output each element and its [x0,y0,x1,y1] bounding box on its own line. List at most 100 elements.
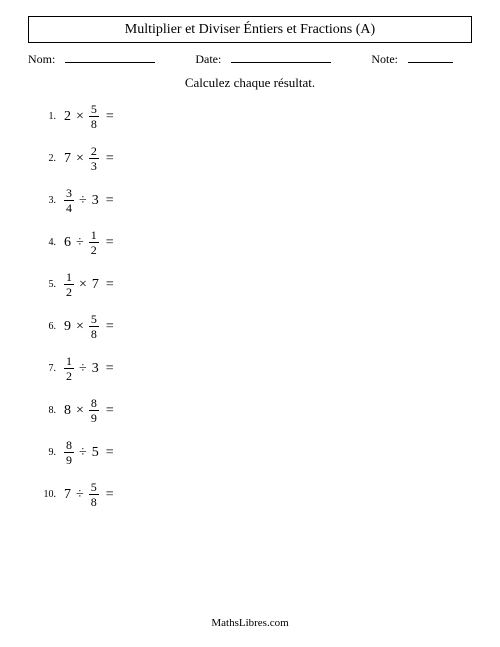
worksheet-title: Multiplier et Diviser Éntiers et Fractio… [125,22,375,37]
fraction: 89 [89,397,99,424]
note-blank[interactable] [408,51,453,63]
note-label: Note: [371,52,398,67]
equals-sign: = [106,193,114,209]
problem-row: 2.7 × 23 = [28,145,472,172]
equals-sign: = [106,487,114,503]
problem-row: 10.7 ÷ 58 = [28,481,472,508]
operator: ÷ [79,361,87,377]
expression: 6 ÷ 12 = [64,229,114,256]
operator: ÷ [79,445,87,461]
problem-row: 7.12 ÷ 3 = [28,355,472,382]
fraction: 58 [89,481,99,508]
operator: × [76,109,84,125]
whole-number: 7 [92,277,99,293]
equals-sign: = [106,235,114,251]
fraction-denominator: 9 [64,452,74,466]
fraction-numerator: 3 [64,187,74,200]
expression: 12 × 7 = [64,271,114,298]
expression: 7 ÷ 58 = [64,481,114,508]
fraction-numerator: 1 [64,355,74,368]
problem-number: 6. [28,321,64,332]
problem-row: 9.89 ÷ 5 = [28,439,472,466]
fraction-numerator: 5 [89,313,99,326]
instruction-text: Calculez chaque résultat. [28,75,472,91]
fraction-denominator: 8 [89,326,99,340]
footer-text: MathsLibres.com [28,617,472,629]
fraction: 12 [89,229,99,256]
problem-number: 8. [28,405,64,416]
expression: 89 ÷ 5 = [64,439,114,466]
whole-number: 3 [92,193,99,209]
whole-number: 7 [64,151,71,167]
fraction-denominator: 4 [64,200,74,214]
date-label: Date: [195,52,221,67]
fraction-numerator: 5 [89,481,99,494]
fraction-numerator: 5 [89,103,99,116]
expression: 8×89= [64,397,114,424]
problem-number: 7. [28,363,64,374]
equals-sign: = [106,403,114,419]
fraction: 58 [89,103,99,130]
whole-number: 7 [64,487,71,503]
problem-number: 3. [28,195,64,206]
whole-number: 6 [64,235,71,251]
worksheet-page: Multiplier et Diviser Éntiers et Fractio… [0,0,500,647]
fraction-numerator: 1 [89,229,99,242]
name-blank[interactable] [65,51,155,63]
equals-sign: = [106,319,114,335]
equals-sign: = [106,361,114,377]
fraction: 34 [64,187,74,214]
expression: 9 × 58 = [64,313,114,340]
problem-row: 6.9 × 58 = [28,313,472,340]
fraction-numerator: 8 [89,397,99,410]
fraction-denominator: 9 [89,410,99,424]
equals-sign: = [106,445,114,461]
fraction: 58 [89,313,99,340]
problem-row: 5.12 × 7 = [28,271,472,298]
title-box: Multiplier et Diviser Éntiers et Fractio… [28,16,472,43]
fraction-numerator: 1 [64,271,74,284]
fraction: 23 [89,145,99,172]
expression: 7 × 23 = [64,145,114,172]
expression: 2×58= [64,103,114,130]
operator: × [76,151,84,167]
expression: 12 ÷ 3 = [64,355,114,382]
problem-row: 4.6 ÷ 12 = [28,229,472,256]
meta-row: Nom: Date: Note: [28,51,472,67]
problem-number: 5. [28,279,64,290]
expression: 34÷3= [64,187,114,214]
date-blank[interactable] [231,51,331,63]
equals-sign: = [106,277,114,293]
operator: × [79,277,87,293]
name-label: Nom: [28,52,55,67]
fraction-denominator: 2 [64,284,74,298]
problem-row: 1.2×58= [28,103,472,130]
fraction-numerator: 8 [64,439,74,452]
problem-number: 10. [28,489,64,500]
problem-row: 8.8×89= [28,397,472,424]
problem-number: 9. [28,447,64,458]
fraction-denominator: 2 [89,242,99,256]
problem-list: 1.2×58=2.7×23=3.34÷3=4.6÷12=5.12×7=6.9×5… [28,103,472,617]
fraction-denominator: 8 [89,494,99,508]
whole-number: 8 [64,403,71,419]
fraction-denominator: 8 [89,116,99,130]
fraction: 89 [64,439,74,466]
operator: ÷ [79,193,87,209]
operator: × [76,403,84,419]
fraction-denominator: 3 [89,158,99,172]
problem-number: 2. [28,153,64,164]
whole-number: 5 [92,445,99,461]
operator: ÷ [76,235,84,251]
whole-number: 2 [64,109,71,125]
problem-number: 1. [28,111,64,122]
operator: ÷ [76,487,84,503]
problem-row: 3.34÷3= [28,187,472,214]
operator: × [76,319,84,335]
whole-number: 9 [64,319,71,335]
problem-number: 4. [28,237,64,248]
equals-sign: = [106,151,114,167]
fraction: 12 [64,355,74,382]
whole-number: 3 [92,361,99,377]
fraction-numerator: 2 [89,145,99,158]
